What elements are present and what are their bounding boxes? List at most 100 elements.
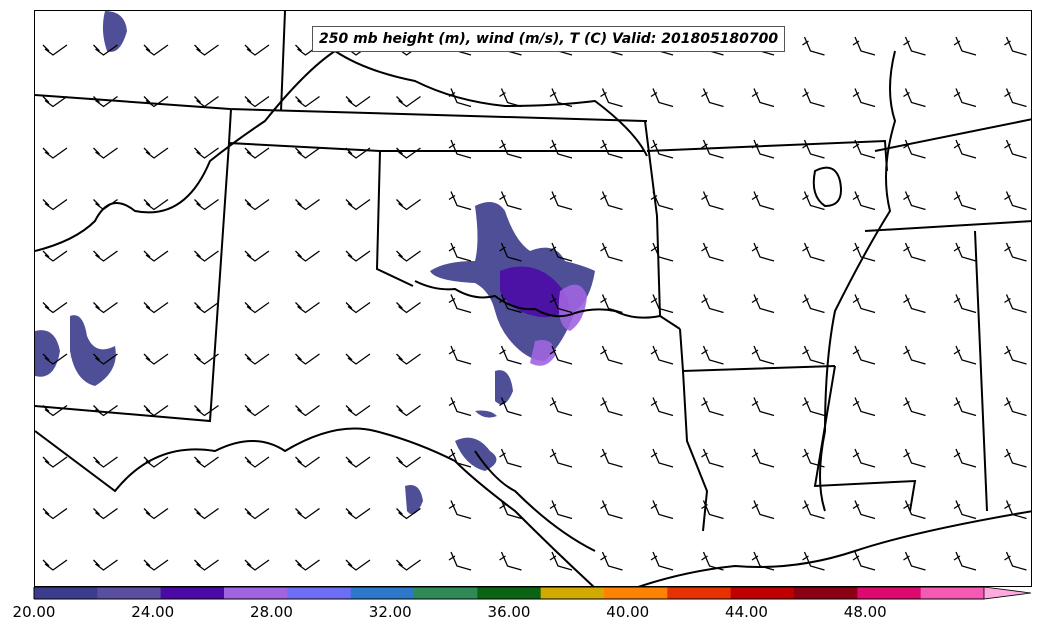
wind-barb <box>244 353 270 365</box>
temperature-region <box>500 266 570 318</box>
border-ne-ks <box>280 11 286 112</box>
border-tn <box>864 220 1031 232</box>
border-la-tx <box>682 370 709 532</box>
wind-barb <box>953 345 977 365</box>
state-borders-layer <box>35 11 1031 586</box>
wind-barb <box>549 88 573 108</box>
wind-barb <box>852 448 876 468</box>
colorbar-tick-label: 48.00 <box>843 603 887 621</box>
wind-barb <box>549 294 573 314</box>
wind-barb <box>93 353 118 365</box>
wind-barb <box>701 88 724 108</box>
border-ms-al <box>974 230 988 512</box>
wind-barb <box>751 345 775 365</box>
wind-barb <box>802 397 825 417</box>
wind-barb <box>802 448 825 468</box>
wind-barb <box>42 301 68 314</box>
wind-barb <box>244 44 270 56</box>
wind-barb <box>93 95 118 108</box>
wind-barb <box>1004 191 1027 211</box>
wind-barb <box>600 448 623 468</box>
wind-barb <box>701 345 724 365</box>
wind-barb <box>650 191 674 211</box>
colorbar-segment <box>794 587 858 599</box>
temperature-region <box>495 370 513 405</box>
wind-barb <box>953 191 977 211</box>
wind-barb <box>93 198 118 211</box>
wind-barb <box>396 456 421 468</box>
wind-barb <box>852 88 876 108</box>
wind-barb <box>953 551 977 571</box>
wind-barb <box>448 345 472 365</box>
wind-barb <box>345 456 371 468</box>
wind-barb <box>1004 345 1027 365</box>
wind-barb <box>396 147 421 159</box>
wind-barb <box>448 448 472 468</box>
wind-barb <box>295 301 320 314</box>
colorbar-extend-arrow <box>983 587 1032 600</box>
wind-barb <box>143 507 169 520</box>
wind-barb <box>244 250 270 262</box>
wind-barb <box>448 88 472 108</box>
colorbar-tick-label: 32.00 <box>368 603 412 621</box>
wind-barb <box>701 294 724 314</box>
wind-barb <box>903 294 926 314</box>
wind-barb <box>244 301 270 314</box>
wind-barb <box>499 448 522 468</box>
river-rio-grande <box>35 427 595 586</box>
wind-barb <box>295 507 320 520</box>
wind-barb <box>903 36 926 56</box>
wind-barb <box>701 551 724 571</box>
wind-barb <box>499 88 522 108</box>
wind-barb <box>42 250 68 262</box>
colorbar-tick-label: 20.00 <box>12 603 56 621</box>
wind-barb <box>549 397 573 417</box>
wind-barb <box>650 242 674 262</box>
wind-barb <box>295 147 320 159</box>
wind-barb <box>194 456 219 468</box>
border-ms-la <box>813 365 917 512</box>
wind-barb <box>42 44 68 56</box>
wind-barb <box>396 507 421 520</box>
wind-barb <box>143 456 169 468</box>
wind-barb <box>852 397 876 417</box>
wind-barb <box>600 242 623 262</box>
wind-barb <box>953 500 977 520</box>
temperature-region <box>455 437 497 471</box>
wind-barb <box>448 397 472 417</box>
wind-barb <box>802 551 825 571</box>
wind-barb <box>600 294 623 314</box>
wind-barb <box>1004 88 1027 108</box>
temperature-region <box>405 485 423 515</box>
wind-barb <box>244 559 270 571</box>
wind-barb <box>448 242 472 262</box>
river-colorado-tx <box>474 450 596 552</box>
temperature-region <box>102 11 127 52</box>
wind-barb <box>600 345 623 365</box>
colorbar-outline <box>33 587 984 600</box>
wind-barb <box>1004 294 1027 314</box>
wind-barb <box>751 88 775 108</box>
wind-barb <box>244 507 270 520</box>
wind-barb <box>396 301 421 314</box>
wind-barb <box>143 250 169 262</box>
border-co-nm <box>35 142 230 423</box>
wind-barb <box>295 198 320 211</box>
wind-barb <box>751 500 775 520</box>
wind-barb <box>751 397 775 417</box>
wind-barb <box>852 500 876 520</box>
wind-barb <box>1004 242 1027 262</box>
wind-barb <box>499 191 522 211</box>
wind-barb <box>42 353 68 365</box>
wind-barb <box>1004 448 1027 468</box>
wind-barb <box>345 559 371 571</box>
colorbar-segment <box>287 587 352 599</box>
wind-barb <box>600 88 623 108</box>
border-ok-panhandle <box>375 150 414 287</box>
wind-barbs-layer <box>42 36 1027 571</box>
wind-barb <box>448 551 472 571</box>
wind-barb <box>852 345 876 365</box>
wind-barb <box>852 294 876 314</box>
colorbar-tick-label: 44.00 <box>725 603 768 621</box>
wind-barb <box>953 242 977 262</box>
